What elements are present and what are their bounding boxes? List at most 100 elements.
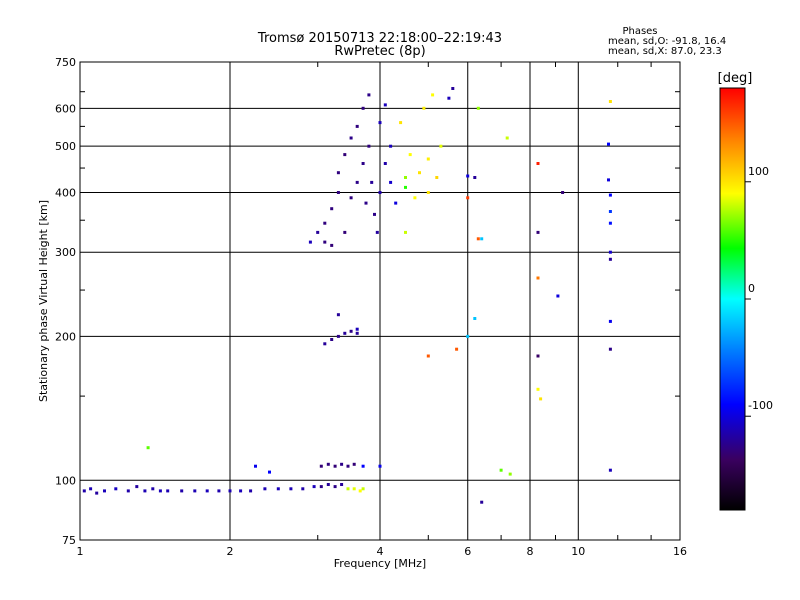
data-point	[239, 489, 243, 493]
data-point	[394, 201, 398, 205]
data-point	[378, 121, 382, 125]
data-point	[355, 180, 359, 184]
data-point	[508, 472, 512, 476]
data-point	[333, 464, 337, 468]
data-point	[312, 485, 316, 489]
data-point	[413, 196, 417, 200]
data-point	[343, 331, 347, 335]
data-point	[389, 144, 393, 148]
x-tick-label: 6	[464, 545, 471, 558]
data-point	[608, 193, 612, 197]
data-point	[399, 121, 403, 125]
data-point	[375, 230, 379, 234]
x-tick-labels: 1 2 4 6 8 10 16	[77, 545, 688, 558]
data-point	[466, 174, 470, 178]
data-point	[330, 338, 334, 341]
data-point	[352, 462, 356, 466]
data-point	[316, 230, 320, 234]
data-point	[228, 489, 232, 493]
data-point	[355, 124, 359, 128]
data-point	[289, 487, 293, 491]
data-point	[389, 180, 393, 184]
data-point	[352, 487, 356, 491]
data-point	[408, 153, 412, 157]
data-point	[476, 106, 480, 110]
data-point	[373, 212, 376, 216]
legend-line-x: mean, sd,X: 87.0, 23.3	[608, 46, 722, 57]
data-point	[422, 106, 426, 110]
data-point	[143, 489, 147, 493]
data-point	[364, 201, 368, 205]
data-point	[473, 176, 477, 179]
data-point	[276, 487, 280, 491]
legend-line-o: mean, sd,O: -91.8, 16.4	[608, 36, 726, 47]
data-point	[336, 171, 340, 175]
plot-frame	[79, 61, 681, 541]
x-tick-label: 1	[77, 545, 84, 558]
data-point	[336, 191, 340, 194]
data-point	[95, 491, 99, 495]
data-point	[114, 487, 118, 491]
data-point	[435, 176, 439, 179]
data-point	[370, 180, 374, 184]
data-point	[349, 196, 353, 200]
data-point	[340, 483, 344, 486]
data-point	[361, 487, 365, 491]
data-point	[608, 250, 612, 254]
data-point	[378, 464, 382, 468]
data-point	[383, 103, 387, 107]
y-tick-labels: 75 100 200 300 400 500 600 750	[55, 56, 76, 547]
data-point	[476, 237, 480, 241]
data-point	[355, 327, 359, 331]
x-tick-label: 2	[227, 545, 234, 558]
data-point	[340, 462, 344, 466]
data-point	[336, 334, 340, 338]
data-point	[158, 489, 162, 493]
data-point	[323, 342, 327, 346]
data-point	[146, 446, 150, 450]
data-point	[536, 276, 540, 280]
colorbar-tick-label: -100	[748, 399, 773, 412]
data-point	[361, 162, 365, 165]
data-points	[82, 87, 612, 504]
data-point	[205, 489, 209, 493]
data-point	[308, 240, 312, 244]
colorbar-label: [deg]	[718, 71, 753, 86]
data-point	[536, 230, 540, 234]
y-tick-label: 400	[55, 186, 76, 199]
data-point	[418, 171, 421, 175]
data-point	[466, 334, 470, 338]
data-point	[367, 144, 371, 148]
y-tick-label: 300	[55, 246, 76, 259]
data-point	[319, 485, 323, 489]
data-point	[126, 489, 130, 493]
chart-title: Tromsø 20150713 22:18:00–22:19:43	[257, 31, 502, 46]
legend-header: Phases	[622, 26, 657, 37]
data-point	[536, 354, 540, 358]
data-point	[404, 176, 407, 179]
data-point	[608, 319, 612, 323]
data-point	[323, 240, 327, 244]
data-point	[608, 347, 612, 351]
data-point	[608, 468, 612, 472]
data-point	[431, 93, 435, 97]
x-axis-label: Frequency [MHz]	[334, 557, 426, 570]
data-point	[536, 387, 540, 391]
data-point	[426, 157, 430, 161]
data-point	[404, 185, 407, 189]
y-tick-label: 600	[55, 102, 76, 115]
y-axis-label: Stationary phase Virtual Height [km]	[37, 200, 50, 402]
data-point	[333, 485, 337, 489]
data-point	[455, 347, 459, 351]
data-point	[268, 470, 271, 474]
data-point	[404, 230, 407, 234]
data-point	[378, 191, 382, 194]
data-point	[539, 397, 543, 401]
data-point	[89, 487, 93, 491]
data-point	[166, 489, 170, 493]
data-point	[319, 464, 323, 468]
data-point	[439, 144, 443, 148]
data-point	[451, 87, 455, 90]
data-point	[473, 317, 477, 320]
y-tick-label: 200	[55, 330, 76, 343]
